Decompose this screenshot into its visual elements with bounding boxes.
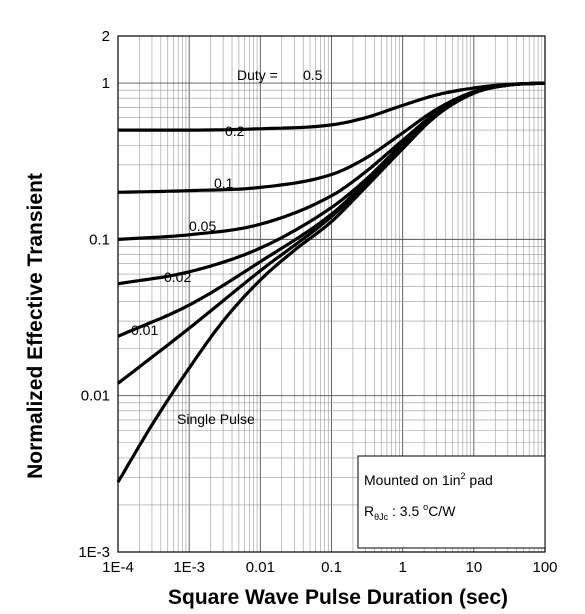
plot-frame [117, 35, 546, 553]
note-line-2-r: R [364, 503, 374, 519]
x-tick-label: 1E-4 [102, 559, 134, 576]
series-label: Single Pulse [177, 411, 255, 427]
series-label: 0.5 [303, 67, 323, 83]
x-tick-label: 0.1 [321, 559, 342, 576]
y-tick-label: 2 [102, 28, 110, 45]
x-tick-label: 1 [398, 559, 406, 576]
series-label: 0.01 [131, 322, 158, 338]
note-line-1-suffix: pad [466, 472, 493, 488]
series-label: 0.1 [214, 175, 234, 191]
y-tick-label: 1 [102, 75, 110, 92]
note-line-2-deg: o [423, 502, 428, 512]
series-line [116, 81, 546, 483]
x-axis-title: Square Wave Pulse Duration (sec) [168, 586, 508, 609]
note-line-1-prefix: Mounted on 1in [364, 472, 461, 488]
note-line-2-sub: θJc [374, 512, 389, 522]
x-tick-label: 0.01 [246, 559, 275, 576]
series-labels: Duty = 0.5 0.2 0.1 0.05 0.02 0.01 Single Pulse [131, 67, 323, 427]
x-tick-label: 1E-3 [173, 559, 205, 576]
duty-label: Duty = [237, 67, 278, 83]
note-line-2-unit: C/W [428, 503, 456, 519]
series-label: 0.02 [164, 269, 191, 285]
x-tick-label: 10 [465, 559, 482, 576]
x-tick-label: 100 [532, 559, 557, 576]
y-tick-label: 1E-3 [78, 544, 110, 561]
note-box [357, 455, 546, 549]
note-line-2-value: : 3.5 [388, 503, 423, 519]
note-line-1: Mounted on 1in2 pad [364, 471, 493, 488]
y-axis-title: Normalized Effective Transient [24, 173, 47, 479]
mounting-note: Mounted on 1in2 pad RθJc : 3.5 oC/W [357, 455, 546, 549]
series-label: 0.2 [225, 123, 245, 139]
series-label: 0.05 [189, 218, 216, 234]
note-line-2: RθJc : 3.5 oC/W [364, 502, 456, 522]
series-curves [116, 81, 546, 483]
y-tick-label: 0.1 [89, 231, 110, 248]
note-line-1-sup: 2 [461, 471, 466, 481]
y-tick-label: 0.01 [81, 388, 110, 405]
